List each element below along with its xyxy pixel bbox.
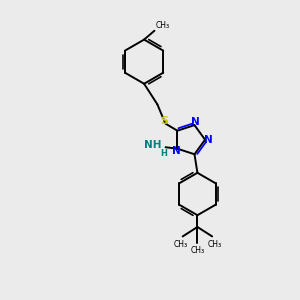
Text: N: N — [204, 135, 212, 145]
Text: N: N — [191, 117, 200, 127]
Text: H: H — [160, 148, 167, 158]
Text: CH₃: CH₃ — [156, 21, 170, 30]
Text: CH₃: CH₃ — [173, 240, 188, 249]
Text: S: S — [161, 116, 169, 126]
Text: N: N — [172, 146, 181, 156]
Text: CH₃: CH₃ — [207, 240, 222, 249]
Text: CH₃: CH₃ — [190, 246, 205, 255]
Text: NH: NH — [144, 140, 161, 151]
